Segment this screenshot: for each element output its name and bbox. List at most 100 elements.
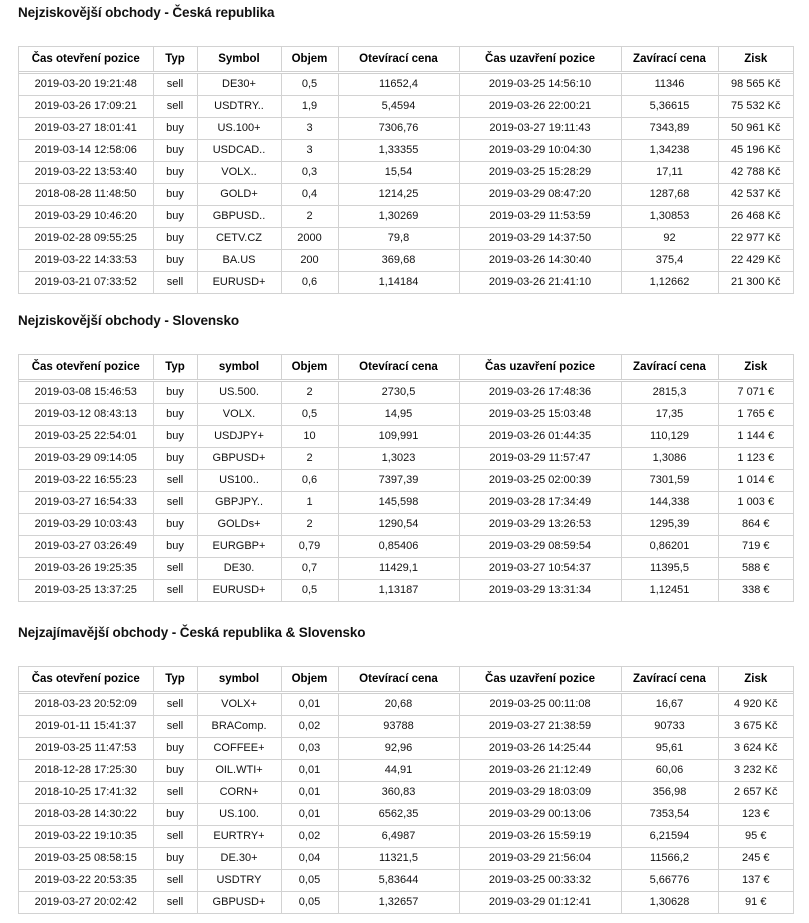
cell-close-price: 1,12662 [621, 271, 719, 293]
cell-symbol: DE30. [197, 557, 282, 580]
table-row[interactable]: 2019-03-25 08:58:15 buy DE.30+ 0,04 11321,5 2… [19, 847, 793, 870]
column-header-symbol[interactable]: Symbol [197, 47, 282, 74]
table-row[interactable]: 2019-03-29 10:46:20 buy GBPUSD.. 2 1,30269 20… [19, 205, 793, 228]
table-row[interactable]: 2019-03-26 19:25:35 sell DE30. 0,7 11429,1 20… [19, 557, 793, 580]
cell-symbol: GBPUSD+ [197, 891, 282, 913]
column-header-volume[interactable]: Objem [281, 667, 339, 694]
cell-close-time: 2019-03-25 15:03:48 [459, 403, 622, 426]
cell-type: sell [153, 271, 198, 293]
cell-close-time: 2019-03-29 01:12:41 [459, 891, 622, 913]
column-header-close-time[interactable]: Čas uzavření pozice [459, 47, 622, 74]
cell-profit: 1 765 € [718, 403, 793, 426]
table-row[interactable]: 2019-03-22 14:33:53 buy BA.US 200 369,68 2019… [19, 249, 793, 272]
table-row[interactable]: 2019-03-22 16:55:23 sell US100.. 0,6 7397,39… [19, 469, 793, 492]
column-header-symbol[interactable]: symbol [197, 355, 282, 382]
cell-open-price: 145,598 [338, 491, 460, 514]
cell-profit: 22 977 Kč [718, 227, 793, 250]
cell-type: sell [153, 579, 198, 601]
table-row[interactable]: 2018-03-28 14:30:22 buy US.100. 0,01 6562,35… [19, 803, 793, 826]
column-header-open-price[interactable]: Otevírací cena [338, 667, 460, 694]
column-header-symbol[interactable]: symbol [197, 667, 282, 694]
column-header-open-time[interactable]: Čas otevření pozice [19, 355, 154, 382]
cell-profit: 22 429 Kč [718, 249, 793, 272]
column-header-close-price[interactable]: Zavírací cena [621, 667, 719, 694]
cell-profit: 98 565 Kč [718, 72, 793, 96]
cell-symbol: GBPJPY.. [197, 491, 282, 514]
column-header-close-time[interactable]: Čas uzavření pozice [459, 667, 622, 694]
table-row[interactable]: 2019-03-29 10:03:43 buy GOLDs+ 2 1290,54 2019… [19, 513, 793, 536]
table-row[interactable]: 2018-10-25 17:41:32 sell CORN+ 0,01 360,83 20… [19, 781, 793, 804]
column-header-close-price[interactable]: Zavírací cena [621, 355, 719, 382]
table-row[interactable]: 2019-03-22 20:53:35 sell USDTRY 0,05 5,83644… [19, 869, 793, 892]
column-header-open-time[interactable]: Čas otevření pozice [19, 667, 154, 694]
cell-profit: 50 961 Kč [718, 117, 793, 140]
table-row[interactable]: 2019-03-29 09:14:05 buy GBPUSD+ 2 1,3023 2019… [19, 447, 793, 470]
section-most-profitable-sk: Nejziskovější obchody - Slovensko Čas ot… [0, 313, 809, 602]
cell-close-time: 2019-03-27 10:54:37 [459, 557, 622, 580]
table-row[interactable]: 2019-03-12 08:43:13 buy VOLX. 0,5 14,95 2019-… [19, 403, 793, 426]
table-row[interactable]: 2019-03-25 22:54:01 buy USDJPY+ 10 109,991 20… [19, 425, 793, 448]
column-header-open-price[interactable]: Otevírací cena [338, 355, 460, 382]
table-row[interactable]: 2018-12-28 17:25:30 buy OIL.WTI+ 0,01 44,91 2… [19, 759, 793, 782]
table-row[interactable]: 2019-01-11 15:41:37 sell BRAComp. 0,02 93788… [19, 715, 793, 738]
cell-close-time: 2019-03-26 14:25:44 [459, 737, 622, 760]
table-row[interactable]: 2019-03-14 12:58:06 buy USDCAD.. 3 1,33355 20… [19, 139, 793, 162]
cell-close-time: 2019-03-29 13:26:53 [459, 513, 622, 536]
column-header-profit[interactable]: Zisk [718, 47, 793, 74]
column-header-type[interactable]: Typ [153, 47, 198, 74]
table-row[interactable]: 2019-03-22 13:53:40 buy VOLX.. 0,3 15,54 2019… [19, 161, 793, 184]
cell-volume: 0,7 [281, 557, 339, 580]
cell-open-time: 2019-03-08 15:46:53 [19, 380, 154, 404]
cell-close-time: 2019-03-26 22:00:21 [459, 95, 622, 118]
table-header-3: Čas otevření pozice Typ symbol Objem Ote… [19, 667, 793, 694]
header-row: Čas otevření pozice Typ symbol Objem Ote… [19, 355, 793, 382]
cell-type: buy [153, 535, 198, 558]
table-row[interactable]: 2019-03-26 17:09:21 sell USDTRY.. 1,9 5,4594… [19, 95, 793, 118]
cell-open-price: 14,95 [338, 403, 460, 426]
column-header-volume[interactable]: Objem [281, 355, 339, 382]
table-row[interactable]: 2019-03-27 03:26:49 buy EURGBP+ 0,79 0,85406… [19, 535, 793, 558]
table-row[interactable]: 2019-03-22 19:10:35 sell EURTRY+ 0,02 6,4987… [19, 825, 793, 848]
cell-open-price: 11429,1 [338, 557, 460, 580]
column-header-type[interactable]: Typ [153, 667, 198, 694]
cell-profit: 75 532 Kč [718, 95, 793, 118]
cell-type: sell [153, 692, 198, 716]
cell-symbol: GBPUSD.. [197, 205, 282, 228]
table-row[interactable]: 2018-03-23 20:52:09 sell VOLX+ 0,01 20,68 201… [19, 692, 793, 716]
cell-open-price: 7397,39 [338, 469, 460, 492]
column-header-type[interactable]: Typ [153, 355, 198, 382]
cell-open-time: 2019-03-12 08:43:13 [19, 403, 154, 426]
column-header-profit[interactable]: Zisk [718, 355, 793, 382]
column-header-close-price[interactable]: Zavírací cena [621, 47, 719, 74]
cell-symbol: US.500. [197, 380, 282, 404]
table-row[interactable]: 2019-03-27 16:54:33 sell GBPJPY.. 1 145,598 2… [19, 491, 793, 514]
table-header-1: Čas otevření pozice Typ Symbol Objem Ote… [19, 47, 793, 74]
cell-open-time: 2018-10-25 17:41:32 [19, 781, 154, 804]
column-header-open-time[interactable]: Čas otevření pozice [19, 47, 154, 74]
column-header-open-price[interactable]: Otevírací cena [338, 47, 460, 74]
table-row[interactable]: 2019-03-25 13:37:25 sell EURUSD+ 0,5 1,13187… [19, 579, 793, 601]
cell-volume: 2 [281, 447, 339, 470]
cell-volume: 0,01 [281, 803, 339, 826]
cell-close-price: 17,11 [621, 161, 719, 184]
table-row[interactable]: 2019-03-21 07:33:52 sell EURUSD+ 0,6 1,14184… [19, 271, 793, 293]
cell-symbol: COFFEE+ [197, 737, 282, 760]
column-header-volume[interactable]: Objem [281, 47, 339, 74]
table-row[interactable]: 2019-03-27 18:01:41 buy US.100+ 3 7306,76 201… [19, 117, 793, 140]
cell-type: buy [153, 513, 198, 536]
cell-open-price: 7306,76 [338, 117, 460, 140]
cell-volume: 0,5 [281, 579, 339, 601]
table-row[interactable]: 2019-02-28 09:55:25 buy CETV.CZ 2000 79,8 201… [19, 227, 793, 250]
cell-volume: 0,03 [281, 737, 339, 760]
table-row[interactable]: 2019-03-27 20:02:42 sell GBPUSD+ 0,05 1,3265… [19, 891, 793, 913]
cell-volume: 200 [281, 249, 339, 272]
table-row[interactable]: 2019-03-25 11:47:53 buy COFFEE+ 0,03 92,96 20… [19, 737, 793, 760]
cell-close-price: 356,98 [621, 781, 719, 804]
table-row[interactable]: 2019-03-20 19:21:48 sell DE30+ 0,5 11652,4 20… [19, 72, 793, 96]
cell-open-price: 6,4987 [338, 825, 460, 848]
table-row[interactable]: 2018-08-28 11:48:50 buy GOLD+ 0,4 1214,25 201… [19, 183, 793, 206]
column-header-close-time[interactable]: Čas uzavření pozice [459, 355, 622, 382]
cell-close-price: 17,35 [621, 403, 719, 426]
column-header-profit[interactable]: Zisk [718, 667, 793, 694]
table-row[interactable]: 2019-03-08 15:46:53 buy US.500. 2 2730,5 2019… [19, 380, 793, 404]
